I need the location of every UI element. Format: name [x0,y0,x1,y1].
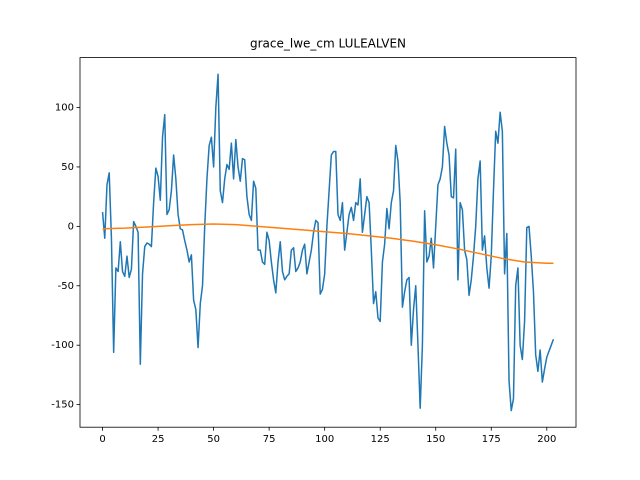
y-tick-label: 50 [61,162,74,173]
plot-frame [79,57,577,428]
x-tick-label: 50 [207,434,220,445]
y-tick-label: 100 [55,103,74,114]
x-tick-label: 100 [315,434,334,445]
y-tick-label: -100 [51,340,74,351]
x-tick-label: 175 [482,434,501,445]
x-tick-label: 0 [99,434,105,445]
x-tick-label: 125 [371,434,390,445]
data-line [102,223,554,264]
chart-title: grace_lwe_cm LULEALVEN [250,37,406,51]
y-tick-label: -150 [51,400,74,411]
x-tick-label: 25 [152,434,165,445]
x-tick-label: 75 [263,434,276,445]
data-line [101,73,555,412]
x-tick-label: 150 [426,434,445,445]
y-tick-label: 0 [68,221,74,232]
x-tick-label: 200 [537,434,556,445]
y-tick-label: -50 [58,281,74,292]
